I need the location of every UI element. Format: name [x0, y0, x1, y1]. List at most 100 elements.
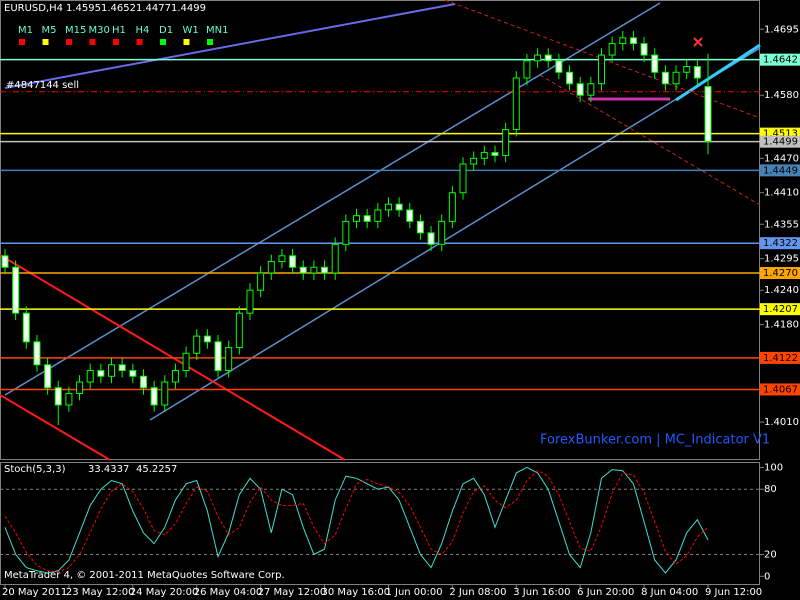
level-label: 1.4067	[763, 384, 798, 395]
candle-body	[470, 157, 478, 165]
y-tick-label: 1.4580	[764, 90, 799, 101]
x-tick-label: 26 May 04:00	[194, 587, 263, 598]
candle-body	[629, 37, 637, 45]
timeframe-status	[42, 39, 49, 45]
candle-body	[523, 60, 531, 79]
candle-body	[171, 370, 179, 383]
candle-body	[353, 215, 360, 222]
candle-body	[491, 152, 499, 156]
candle-body	[619, 37, 627, 45]
main-panel-frame	[0, 0, 760, 460]
x-tick-label: 8 Jun 04:00	[641, 587, 698, 598]
level-label: 1.4322	[763, 238, 798, 249]
candle-body	[257, 272, 265, 291]
y-tick-label: 1.4180	[764, 320, 799, 331]
watermark: ForexBunker.com | MC_Indicator V1	[540, 433, 770, 448]
timeframe-label: H1	[112, 25, 126, 36]
candle-body	[235, 312, 243, 349]
candle-body	[76, 381, 84, 394]
candle-body	[704, 86, 712, 143]
x-tick-label: 1 Jun 00:00	[385, 587, 442, 598]
y-tick-label: 1.4010	[764, 417, 799, 428]
candle-body	[299, 266, 307, 274]
candle-body	[363, 215, 371, 222]
x-tick-label: 24 May 20:00	[130, 587, 199, 598]
level-label-box	[760, 303, 800, 316]
candle-body	[608, 43, 616, 56]
x-tick-label: 2 Jun 08:00	[449, 587, 506, 598]
level-label: 1.4449	[763, 165, 798, 176]
candle-body	[427, 232, 435, 245]
y-tick-label: 100	[764, 462, 783, 473]
x-tick-label: 20 May 2011	[2, 587, 67, 598]
candle-body	[651, 54, 659, 73]
timeframe-status	[183, 39, 190, 45]
candle-body	[395, 203, 403, 211]
timeframe-status	[113, 39, 119, 45]
candle-body	[310, 266, 318, 274]
level-label: 1.4122	[763, 353, 798, 364]
candle-body	[246, 289, 254, 314]
candle-body	[597, 54, 605, 85]
candle-body	[544, 54, 552, 62]
x-tick-label: 6 Jun 20:00	[577, 587, 634, 598]
candle-body	[193, 335, 201, 354]
y-tick-label: 1.4695	[764, 24, 799, 35]
candle-body	[54, 387, 62, 406]
timeframe-status	[89, 39, 96, 45]
candle-body	[480, 152, 488, 159]
candle-body	[683, 66, 691, 73]
candle-body	[576, 83, 584, 96]
timeframe-label: D1	[159, 25, 173, 36]
timeframe-label: M1	[18, 25, 33, 36]
level-label: 1.4499	[763, 137, 798, 148]
order-label: #4847144 sell	[6, 80, 79, 91]
candle-body	[65, 392, 73, 406]
stoch-panel-frame	[0, 462, 760, 585]
channel-line	[4, 2, 661, 396]
candle-body	[86, 370, 94, 383]
timeframe-label: M30	[89, 25, 110, 36]
candle-body	[161, 381, 169, 406]
y-tick-label: 1.4240	[764, 285, 799, 296]
stoch-title: Stoch(5,3,3)	[4, 464, 66, 475]
timeframe-status	[136, 39, 143, 45]
trend-line	[4, 3, 456, 89]
candle-body	[693, 66, 701, 79]
header-high: 1.4652	[101, 3, 136, 14]
y-tick-label: 0	[764, 571, 770, 582]
candle-body	[44, 364, 52, 389]
candle-body	[416, 220, 424, 234]
candle-body	[12, 266, 20, 314]
stoch-signal-value: 45.2257	[136, 464, 177, 475]
y-tick-label: 1.4410	[764, 188, 799, 199]
timeframe-status	[66, 39, 72, 45]
y-tick-label: 1.4470	[764, 153, 799, 164]
candle-body	[22, 312, 30, 343]
timeframe-label: H4	[136, 25, 150, 36]
timeframe-status	[160, 39, 166, 45]
y-tick-label: 1.4295	[764, 254, 799, 265]
candle-body	[459, 163, 467, 194]
header-open: 1.4595	[66, 3, 101, 14]
candle-body	[331, 243, 339, 274]
candle-body	[1, 255, 9, 268]
y-tick-label: 1.4355	[764, 219, 799, 230]
x-tick-label: 27 May 12:00	[258, 587, 327, 598]
candle-body	[97, 370, 105, 377]
candle-body	[278, 255, 286, 263]
footer: MetaTrader 4, © 2001-2011 MetaQuotes Sof…	[4, 570, 285, 581]
candle-body	[321, 266, 329, 274]
level-label-box	[760, 383, 800, 396]
channel-line	[0, 394, 111, 461]
candle-body	[108, 364, 116, 377]
candle-body	[118, 364, 126, 372]
candle-body	[566, 71, 574, 85]
candle-body	[267, 261, 275, 274]
header-low: 1.4477	[136, 3, 171, 14]
timeframe-label: MN1	[206, 25, 228, 36]
stoch-line	[4, 466, 709, 574]
candle-body	[203, 335, 211, 343]
